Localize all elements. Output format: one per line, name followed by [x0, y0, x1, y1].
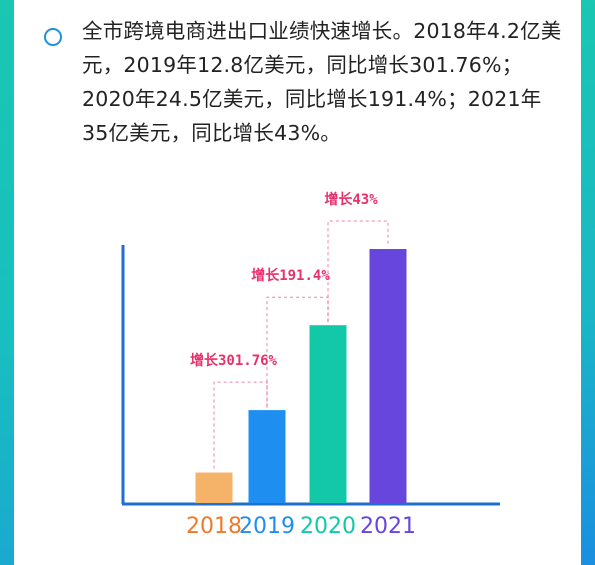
x-tick-label-2021: 2021 — [360, 514, 416, 539]
growth-label-3: 增长43% — [324, 191, 378, 208]
left-decor-band — [0, 0, 14, 565]
bar-2019 — [248, 410, 286, 503]
right-decor-band — [581, 0, 595, 565]
growth-label-1: 增长301.76% — [190, 352, 278, 369]
growth-connector-1 — [213, 381, 268, 469]
x-tick-label-2019: 2019 — [239, 514, 295, 539]
x-tick-label-2018: 2018 — [186, 514, 242, 539]
bar-2018 — [195, 472, 233, 503]
bar-2021 — [369, 249, 407, 503]
growth-connector-2 — [266, 296, 329, 407]
growth-connector-3 — [327, 220, 389, 322]
intro-paragraph: 全市跨境电商进出口业绩快速增长。2018年4.2亿美元，2019年12.8亿美元… — [82, 19, 562, 145]
growth-label-2: 增长191.4% — [251, 267, 330, 284]
circle-bullet-icon — [44, 28, 62, 46]
x-tick-label-2020: 2020 — [300, 514, 356, 539]
bar-2020 — [309, 325, 347, 503]
